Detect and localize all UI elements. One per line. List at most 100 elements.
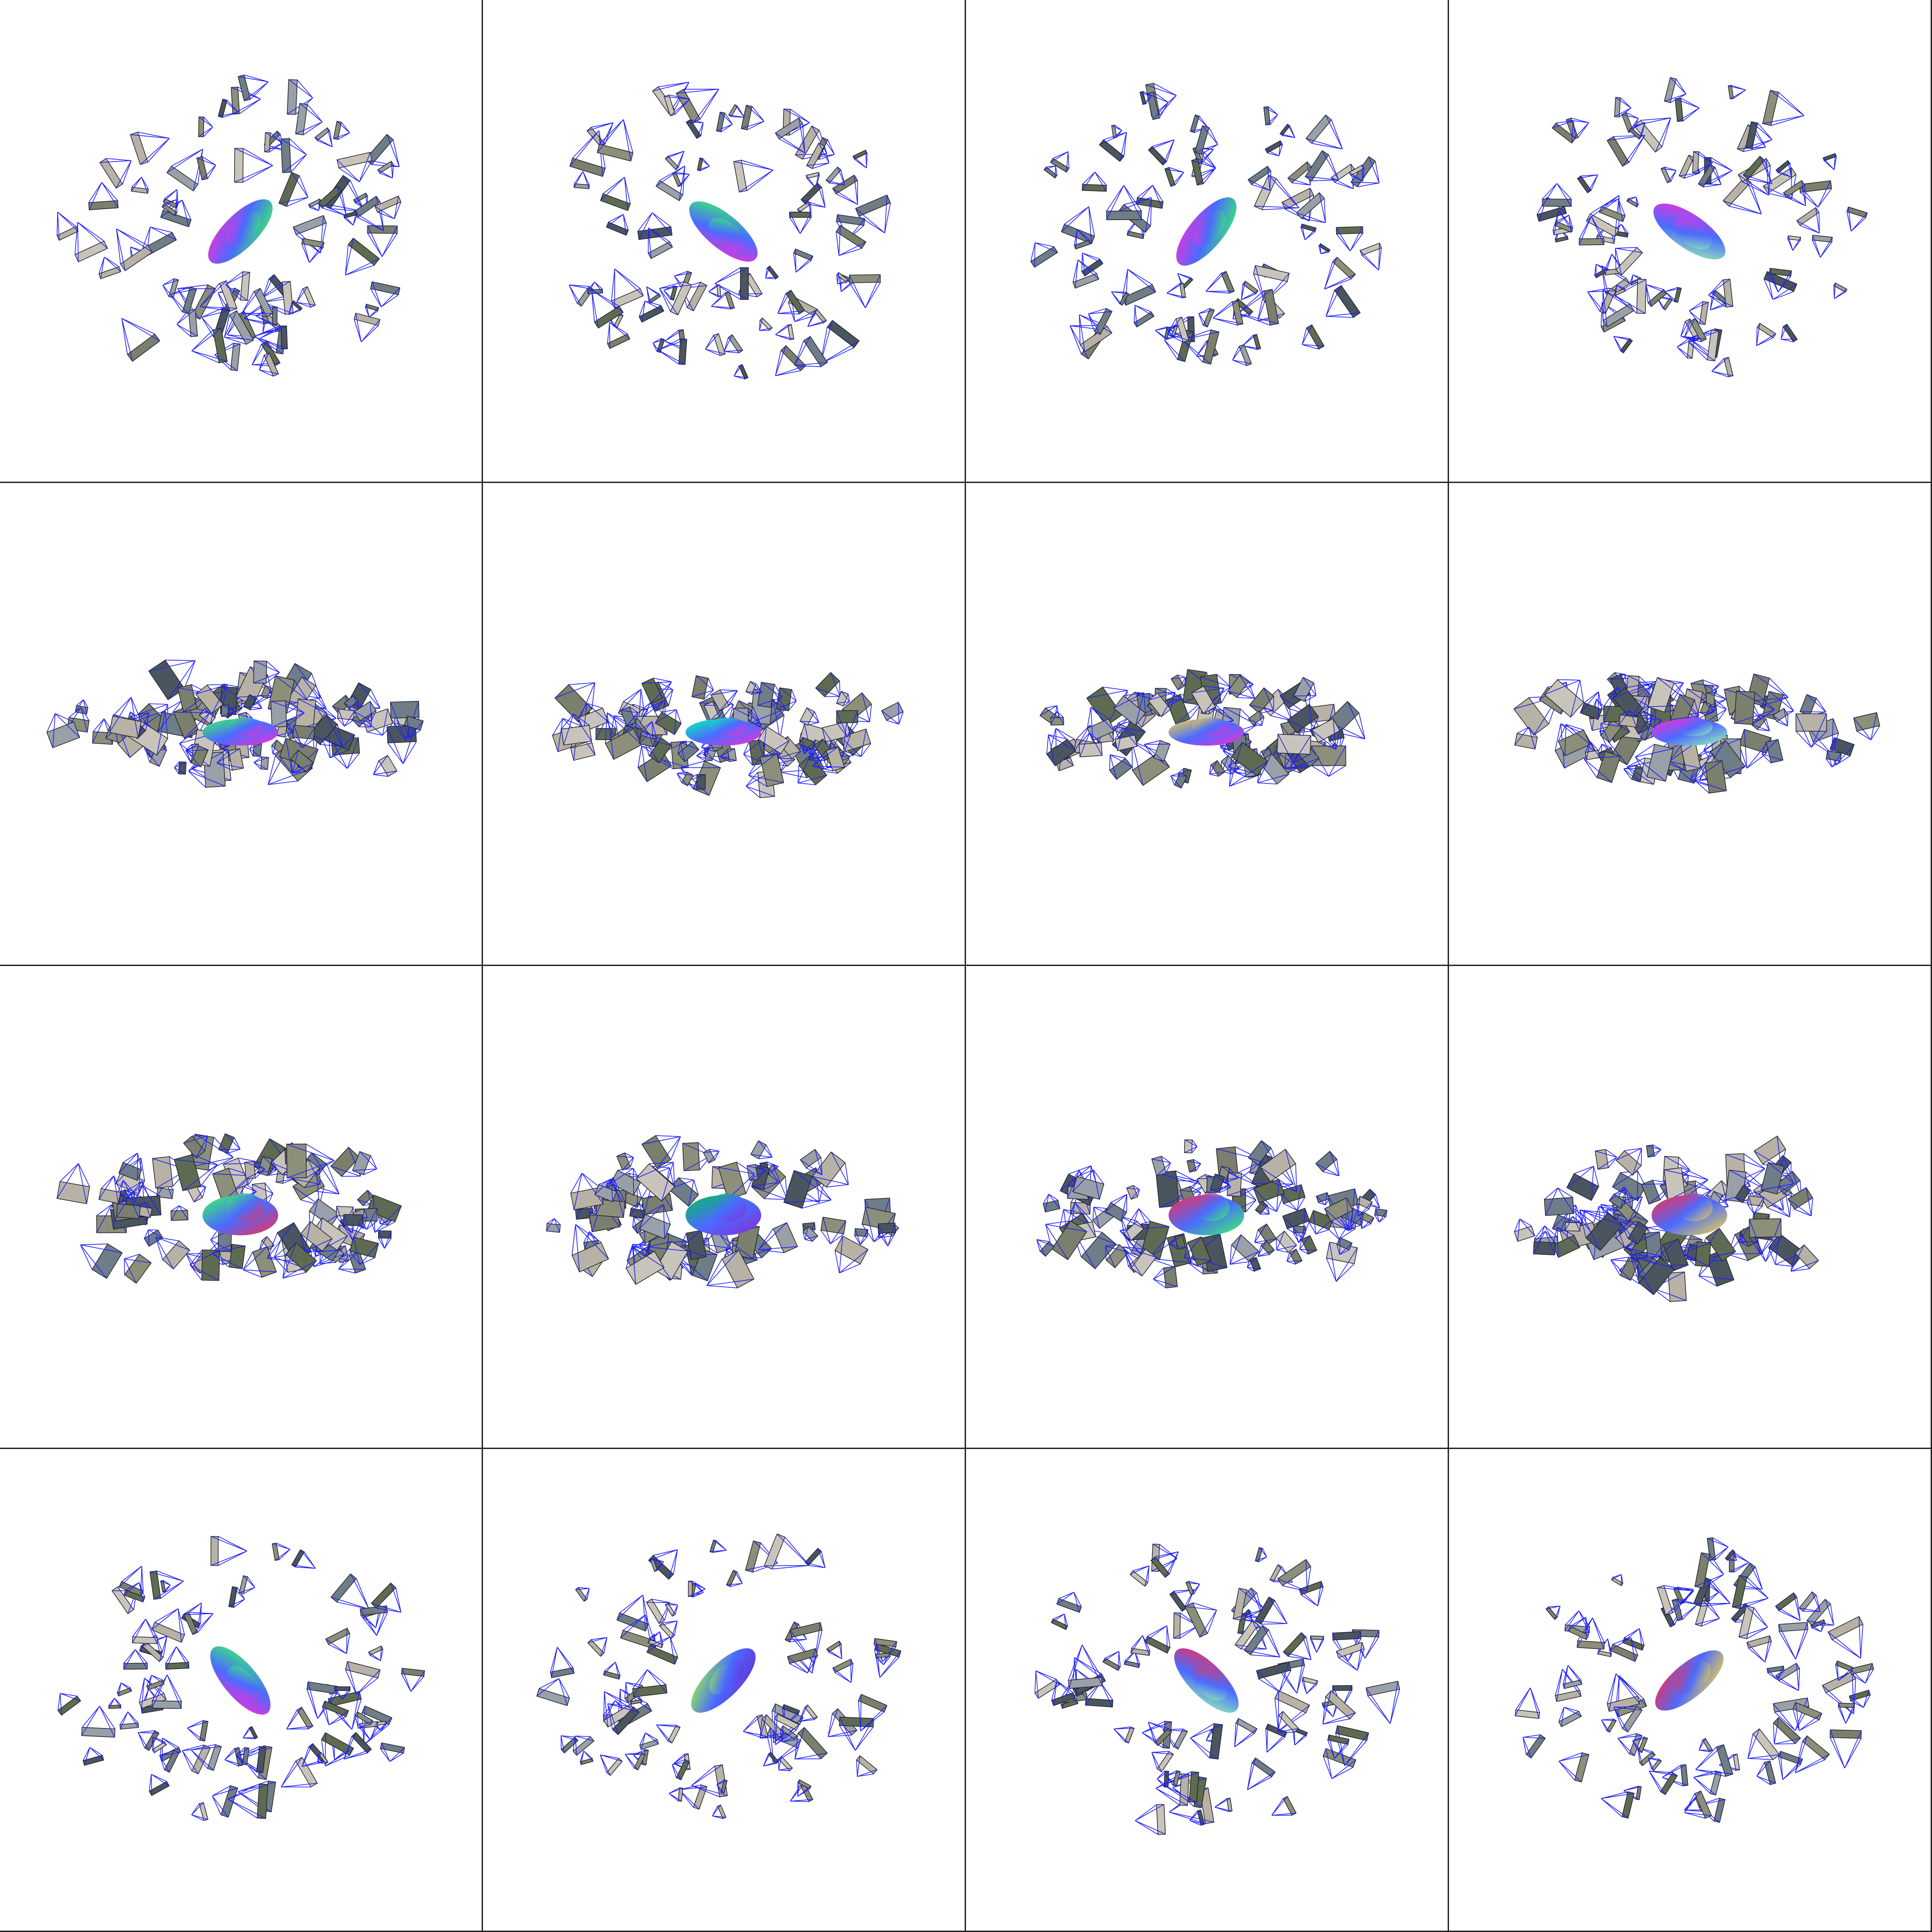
camera-frustum — [716, 112, 733, 133]
camera-frustum — [290, 749, 314, 774]
frustum-edge — [387, 742, 404, 764]
frustum-edge — [1195, 1163, 1201, 1171]
view-panel — [1449, 483, 1932, 966]
camera-image-thumbnail — [271, 700, 287, 728]
frustum-edge — [300, 1234, 305, 1252]
frustum-edge — [1302, 328, 1307, 345]
frustum-edge — [254, 325, 280, 337]
camera-image-thumbnail — [1811, 235, 1833, 243]
frustum-edge — [76, 699, 84, 706]
frustum-edge — [1566, 724, 1584, 730]
camera-image-thumbnail — [1300, 223, 1317, 232]
frustum-edge — [320, 223, 327, 254]
frustum-edge — [794, 336, 811, 366]
camera-frustum — [1198, 308, 1215, 328]
frustum-edge — [288, 310, 300, 315]
frustum-edge — [1349, 172, 1363, 182]
frustum-edge — [1292, 182, 1311, 186]
frustum-edge — [1106, 185, 1124, 212]
frustum-edge — [1787, 714, 1789, 726]
frustum-edge — [804, 1239, 813, 1242]
frustum-edge — [845, 751, 862, 757]
frustum-edge — [1795, 731, 1812, 748]
frustum-edge — [813, 740, 816, 760]
car-cabin — [709, 717, 747, 737]
frustum-edge — [1584, 691, 1599, 703]
frustum-edge — [1267, 152, 1279, 157]
frustum-edge — [1215, 688, 1225, 708]
frustum-edge — [1761, 754, 1772, 763]
camera-image-thumbnail — [1175, 316, 1190, 343]
frustum-edge — [202, 1187, 206, 1198]
frustum-edge — [1195, 114, 1208, 128]
frustum-edge — [304, 1251, 323, 1252]
camera-image-thumbnail — [1119, 291, 1129, 306]
frustum-edge — [798, 117, 805, 153]
camera-image-thumbnail — [1126, 1185, 1138, 1200]
frustum-edge — [777, 290, 791, 314]
frustum-edge — [1237, 289, 1273, 314]
frustum-edge — [734, 375, 748, 378]
frustum-edge — [1294, 695, 1316, 697]
frustum-edge — [587, 282, 595, 291]
frustum-edge — [1149, 1257, 1191, 1263]
frustum-edge — [751, 692, 762, 695]
frustum-edge — [1103, 687, 1128, 691]
camera-frustum — [1833, 282, 1848, 299]
camera-frustum — [774, 117, 805, 154]
frustum-edge — [184, 712, 210, 739]
frustum-edge — [337, 724, 343, 746]
frustum-edge — [680, 761, 705, 768]
frustum-edge — [1357, 1201, 1373, 1217]
frustum-edge — [1581, 174, 1598, 177]
frustum-edge — [75, 222, 78, 255]
camera-image-thumbnail — [1692, 151, 1699, 174]
frustum-edge — [1322, 150, 1339, 180]
frustum-edge — [210, 1240, 219, 1252]
frustum-edge — [1313, 683, 1316, 696]
frustum-edge — [569, 284, 589, 287]
frustum-edge — [848, 694, 850, 702]
frustum-edge — [1276, 178, 1299, 208]
frustum-edge — [570, 130, 600, 167]
frustum-edge — [1299, 1239, 1302, 1249]
frustum-edge — [834, 1250, 840, 1273]
camera-frustum — [745, 681, 762, 695]
camera-frustum — [751, 1164, 788, 1200]
frustum-edge — [225, 271, 243, 285]
frustum-edge — [1055, 728, 1075, 740]
frustum-edge — [1135, 304, 1154, 317]
frustum-edge — [244, 81, 269, 101]
frustum-edge — [733, 708, 760, 722]
camera-frustum — [1170, 674, 1186, 691]
camera-frustum — [1626, 675, 1651, 696]
camera-image-thumbnail — [1707, 329, 1720, 362]
frustum-edge — [1728, 1254, 1748, 1261]
camera-image-thumbnail — [272, 306, 278, 326]
camera-image-thumbnail — [1599, 206, 1626, 222]
camera-image-thumbnail — [168, 278, 179, 299]
camera-image-thumbnail — [260, 756, 269, 770]
camera-frustum — [825, 167, 845, 186]
frustum-edge — [1301, 218, 1326, 223]
frustum-edge — [212, 1244, 233, 1254]
camera-frustum — [74, 222, 108, 262]
frustum-edge — [302, 727, 315, 748]
frustum-edge — [1257, 1245, 1262, 1257]
frustum-edge — [1573, 1216, 1581, 1223]
frustum-edge — [1568, 215, 1574, 229]
camera-frustum — [1308, 1210, 1334, 1235]
frustum-edge — [1082, 253, 1103, 264]
camera-image-thumbnail — [1769, 268, 1792, 277]
frustum-edge — [1054, 166, 1056, 178]
frustum-edge — [794, 309, 818, 322]
frustum-edge — [176, 324, 198, 337]
frustum-edge — [1312, 143, 1343, 150]
frustum-edge — [662, 709, 676, 712]
frustum-edge — [1624, 1148, 1642, 1151]
frustum-edge — [1620, 710, 1630, 715]
frustum-edge — [336, 1206, 345, 1228]
frustum-edge — [1596, 264, 1607, 269]
camera-image-thumbnail — [1615, 247, 1643, 276]
camera-image-thumbnail — [716, 112, 725, 133]
